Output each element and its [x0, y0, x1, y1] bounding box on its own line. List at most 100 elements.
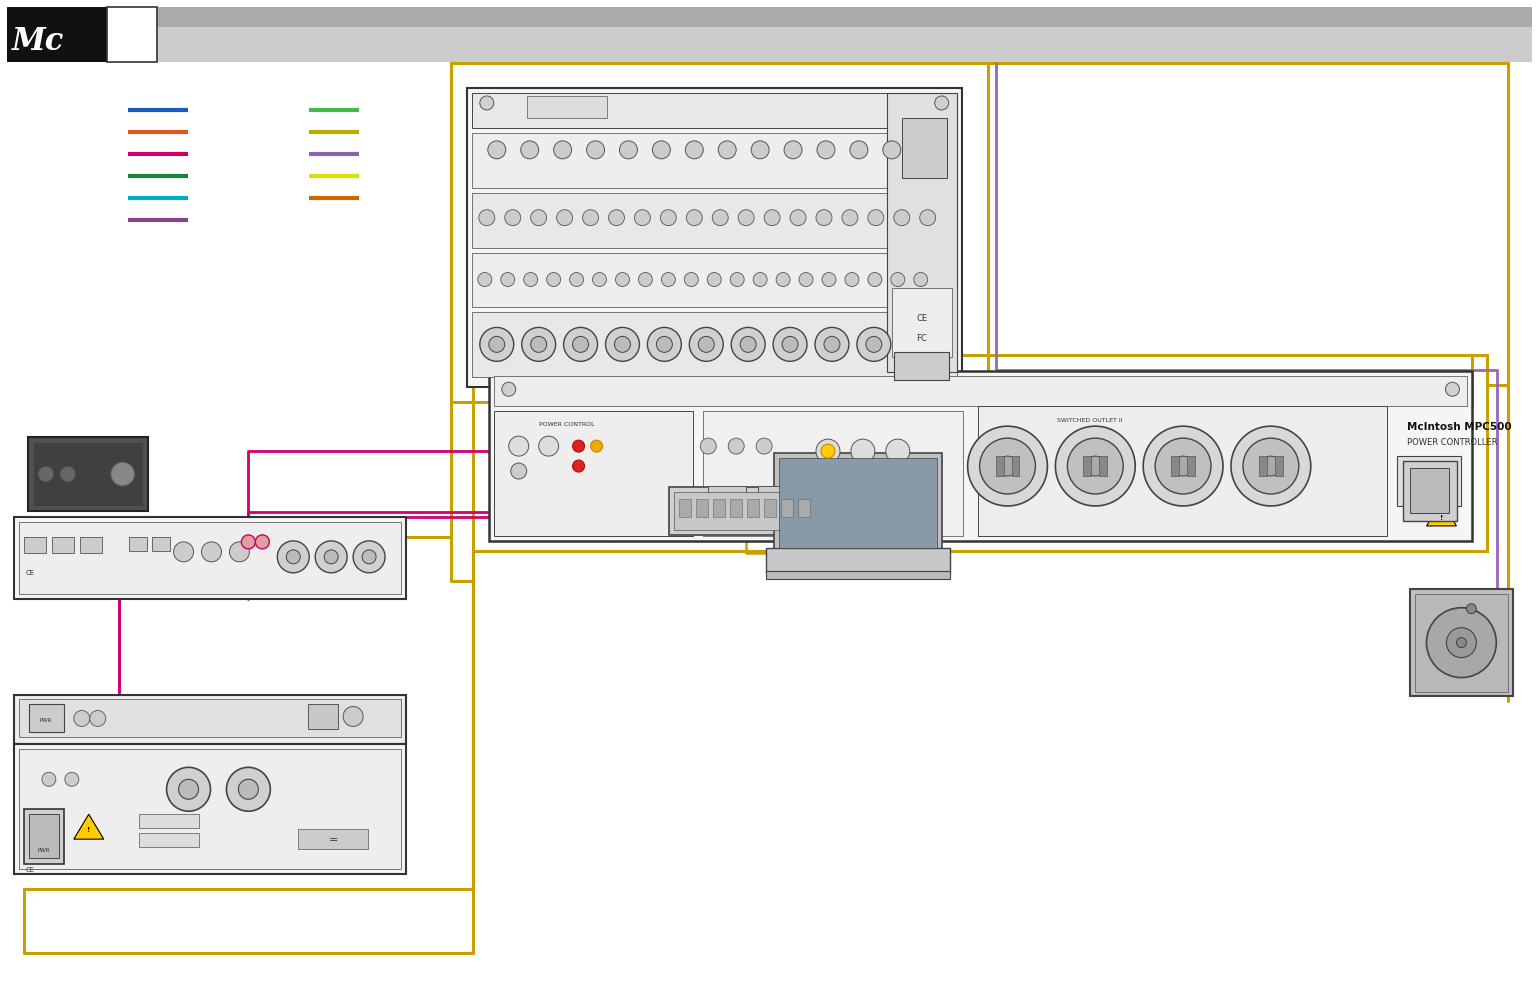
Circle shape [505, 210, 521, 227]
Circle shape [685, 273, 699, 287]
Circle shape [1445, 383, 1459, 396]
Circle shape [553, 142, 571, 160]
Circle shape [845, 273, 859, 287]
Circle shape [573, 337, 588, 353]
Bar [670, 487, 823, 535]
Circle shape [739, 210, 754, 227]
Circle shape [564, 328, 598, 362]
Bar [995, 457, 1003, 476]
Bar [25, 537, 46, 553]
Circle shape [605, 328, 639, 362]
Circle shape [756, 439, 773, 455]
Bar [1275, 457, 1283, 476]
Circle shape [1261, 457, 1281, 476]
Bar [886, 94, 957, 373]
Circle shape [968, 427, 1048, 507]
Circle shape [707, 273, 722, 287]
Bar [106, 8, 157, 63]
Bar [527, 97, 607, 118]
Circle shape [935, 97, 949, 110]
Circle shape [639, 273, 653, 287]
Circle shape [899, 328, 932, 362]
Circle shape [488, 142, 505, 160]
Circle shape [713, 210, 728, 227]
Bar [493, 412, 693, 536]
Circle shape [700, 439, 716, 455]
Circle shape [868, 273, 882, 287]
Circle shape [656, 337, 673, 353]
Circle shape [479, 210, 495, 227]
Text: POWER CONTROL: POWER CONTROL [539, 421, 594, 426]
Bar [14, 695, 406, 744]
Circle shape [573, 460, 585, 472]
Bar [1260, 457, 1267, 476]
Bar [1187, 457, 1195, 476]
Bar [779, 458, 937, 548]
Bar [452, 64, 988, 403]
Circle shape [89, 711, 106, 727]
Bar [298, 829, 369, 849]
Bar [902, 118, 946, 178]
Bar [493, 377, 1467, 407]
Circle shape [1456, 638, 1467, 648]
Bar [18, 700, 401, 738]
Text: McIntosh MPC500: McIntosh MPC500 [1407, 422, 1511, 432]
Circle shape [820, 445, 836, 458]
Circle shape [238, 780, 258, 800]
Bar [730, 500, 742, 518]
Circle shape [647, 328, 682, 362]
Circle shape [488, 337, 505, 353]
Circle shape [74, 711, 89, 727]
Circle shape [614, 337, 630, 353]
Circle shape [111, 462, 135, 486]
Circle shape [531, 337, 547, 353]
Bar [713, 500, 725, 518]
Bar [29, 814, 58, 858]
Circle shape [816, 440, 840, 463]
Bar [152, 537, 169, 551]
Bar [766, 571, 949, 579]
Text: !: ! [1439, 515, 1444, 521]
Circle shape [908, 337, 923, 353]
Circle shape [619, 142, 637, 160]
Circle shape [1447, 628, 1476, 658]
Circle shape [868, 210, 883, 227]
Bar [14, 518, 406, 599]
Circle shape [823, 337, 840, 353]
Bar [1012, 457, 1020, 476]
Circle shape [763, 210, 780, 227]
Circle shape [980, 439, 1035, 495]
Circle shape [816, 328, 849, 362]
Circle shape [166, 767, 210, 811]
Circle shape [699, 337, 714, 353]
Circle shape [719, 142, 736, 160]
Circle shape [511, 463, 527, 479]
Circle shape [817, 142, 836, 160]
Text: PWR: PWR [40, 717, 52, 722]
Circle shape [1086, 457, 1106, 476]
Bar [80, 537, 101, 553]
Bar [799, 500, 809, 518]
Circle shape [479, 97, 493, 110]
Bar [52, 537, 74, 553]
Bar [1396, 457, 1461, 507]
Bar [759, 486, 796, 515]
Circle shape [731, 328, 765, 362]
Circle shape [362, 550, 376, 564]
Bar [1410, 468, 1450, 514]
Circle shape [915, 142, 934, 160]
Bar [472, 134, 957, 188]
Bar [157, 8, 1533, 29]
Circle shape [1055, 427, 1135, 507]
Bar [1402, 461, 1458, 522]
Circle shape [886, 440, 909, 463]
Circle shape [753, 273, 766, 287]
Circle shape [662, 273, 676, 287]
Circle shape [773, 328, 806, 362]
Circle shape [1427, 608, 1496, 677]
Bar [157, 29, 1533, 63]
Circle shape [660, 210, 676, 227]
Circle shape [502, 383, 516, 396]
Circle shape [522, 328, 556, 362]
Circle shape [508, 437, 528, 457]
